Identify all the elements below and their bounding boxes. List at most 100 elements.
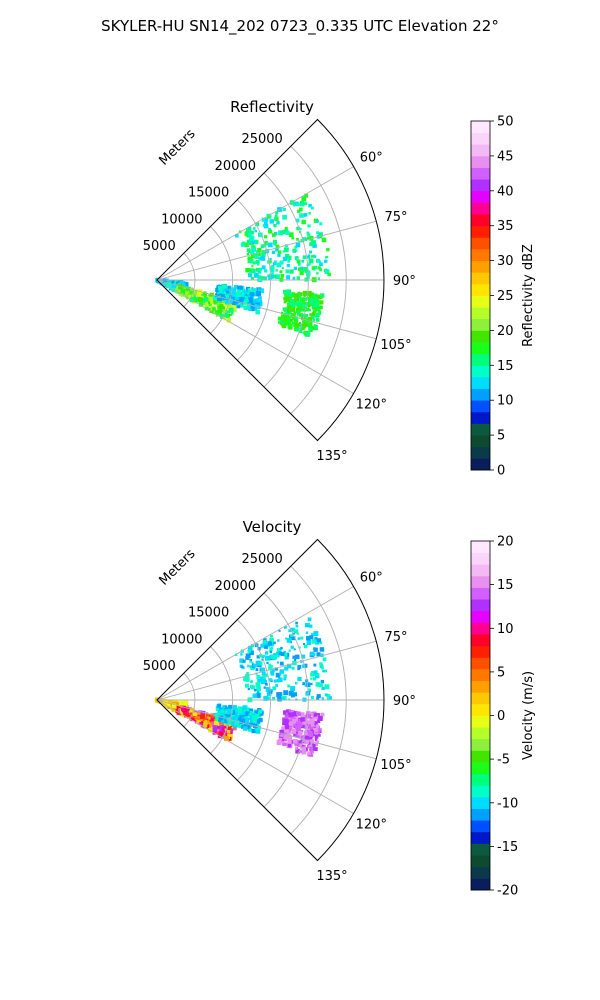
echo-gate [247, 649, 251, 653]
range-tick-label: 5000 [143, 659, 176, 674]
echo-gate [309, 298, 315, 304]
echo-gate [315, 312, 320, 318]
echo-gate [310, 696, 315, 700]
echo-gate [315, 740, 319, 744]
echo-gate [275, 244, 280, 249]
echo-gate [302, 643, 305, 646]
echo-gate [314, 738, 318, 742]
echo-gate [221, 725, 224, 728]
echo-gate [236, 717, 241, 722]
echo-gate [293, 723, 296, 727]
echo-gate [298, 730, 303, 736]
echo-gate [319, 300, 324, 305]
echo-gate [308, 327, 312, 331]
echo-gate [321, 237, 327, 243]
echo-gate [287, 309, 291, 314]
echo-gate [279, 729, 284, 735]
colorbar-swatch [471, 155, 490, 168]
echo-gate [268, 229, 273, 234]
echo-gate [204, 293, 207, 296]
echo-gate [303, 663, 308, 668]
colorbar-tick-label: 25 [497, 289, 514, 304]
echo-gate [278, 737, 283, 742]
echo-gate [258, 275, 262, 279]
echo-gate [291, 307, 296, 312]
echo-gate [298, 740, 303, 745]
echo-gate [248, 645, 253, 651]
echo-gate [320, 293, 325, 298]
echo-gate [240, 718, 246, 724]
echo-gate [215, 713, 218, 716]
echo-gate [315, 682, 321, 687]
echo-gate [185, 294, 188, 297]
reflectivity-panel: Reflectivity 5000 10000 15000 20000 25000 60°… [143, 98, 536, 479]
echo-gate [273, 274, 278, 279]
echo-gate [246, 672, 249, 675]
echo-gate [304, 270, 308, 274]
echo-gate [270, 672, 275, 676]
azimuth-spoke [156, 699, 377, 760]
echo-gate [295, 748, 301, 754]
echo-gate [224, 300, 229, 305]
echo-gate [326, 248, 330, 252]
colorbar-swatch [471, 808, 490, 821]
echo-gate [269, 257, 272, 261]
echo-gate [309, 744, 313, 748]
echo-gate [264, 240, 268, 244]
echo-gate [284, 226, 288, 230]
echo-gate [280, 274, 285, 278]
echo-gate [308, 258, 314, 264]
echo-gate [282, 289, 288, 295]
echo-gate [250, 230, 254, 235]
echo-gate [196, 716, 200, 719]
echo-gate [263, 677, 266, 680]
echo-gate [249, 292, 255, 297]
echo-gate [225, 308, 230, 314]
echo-gate [217, 307, 221, 310]
echo-gate [256, 691, 260, 694]
echo-gate [257, 270, 262, 274]
echo-gate [276, 221, 280, 225]
echo-gate [300, 717, 305, 722]
echo-gate [253, 306, 258, 311]
echo-gate [271, 250, 276, 254]
echo-gate [288, 716, 292, 719]
echo-gate [308, 735, 312, 739]
echo-gate [184, 713, 189, 718]
azimuth-spoke [156, 279, 377, 340]
echo-gate [290, 627, 295, 632]
echo-gate [315, 743, 319, 747]
echo-gate [295, 624, 299, 628]
echo-gate [294, 327, 298, 332]
echo-gate [301, 318, 307, 324]
echo-gate [208, 296, 214, 302]
echo-gate [303, 724, 307, 728]
colorbar-swatch [471, 400, 490, 413]
echo-gate [227, 286, 231, 290]
echo-gate [301, 308, 305, 311]
echo-gate [246, 708, 251, 713]
echo-gate [301, 314, 305, 317]
colorbar-swatch [471, 225, 490, 238]
echo-gate [299, 750, 302, 753]
echo-gate [269, 265, 275, 271]
colorbar-swatch [471, 564, 490, 577]
echo-gate [273, 223, 277, 228]
colorbar-tick-label: 0 [497, 464, 505, 479]
echo-gate [225, 290, 230, 295]
echo-gate [313, 265, 318, 270]
colorbar-swatch [471, 587, 490, 600]
echo-gate [228, 307, 234, 313]
echo-gate [267, 242, 273, 248]
echo-gate [309, 749, 314, 754]
echo-gate [266, 214, 271, 219]
echo-gate [291, 636, 296, 641]
echo-gate [324, 259, 328, 263]
echo-gate [306, 231, 310, 235]
colorbar-swatch [471, 831, 490, 844]
echo-gate [320, 296, 323, 299]
echo-gate [281, 323, 287, 329]
echo-gate [299, 305, 304, 309]
echo-gate [276, 661, 279, 664]
echo-gate [250, 250, 255, 255]
